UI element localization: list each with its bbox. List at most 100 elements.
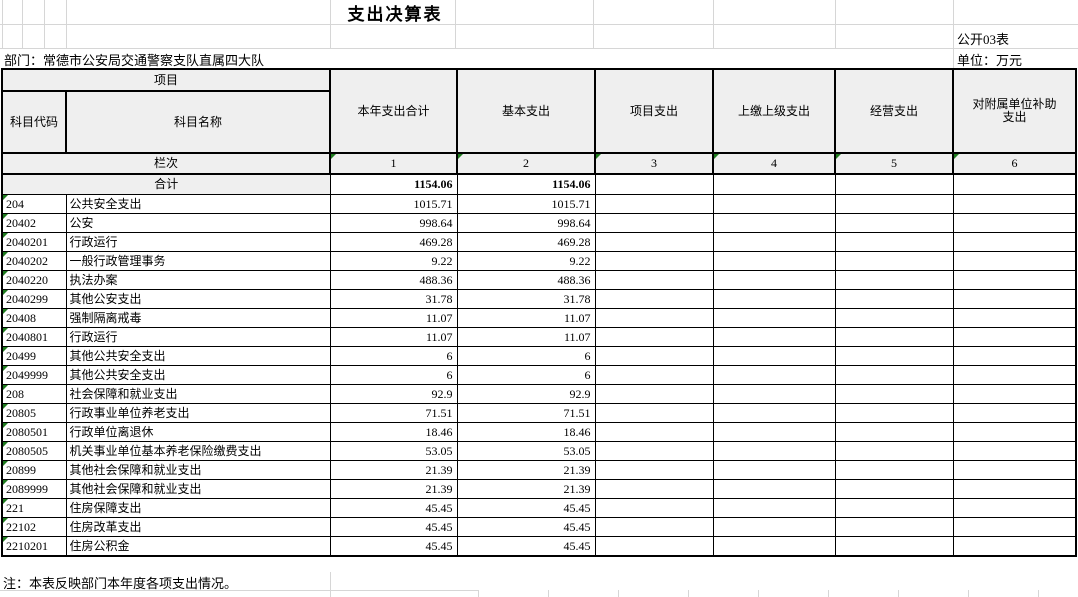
basic-expenditure-cell[interactable]: 18.46: [456, 422, 596, 442]
col-header-basic[interactable]: 基本支出: [456, 68, 597, 154]
subject-name-cell[interactable]: 住房保障支出: [65, 498, 331, 518]
subject-code-cell[interactable]: 2040801: [1, 327, 67, 347]
total-value-cell[interactable]: 1154.06: [456, 173, 596, 195]
operating-expenditure-cell[interactable]: [834, 479, 954, 499]
subject-name-cell[interactable]: 机关事业单位基本养老保险缴费支出: [65, 441, 331, 461]
subject-code-cell[interactable]: 20899: [1, 460, 67, 480]
operating-expenditure-cell[interactable]: [834, 327, 954, 347]
subject-code-cell[interactable]: 2080501: [1, 422, 67, 442]
project-expenditure-cell[interactable]: [594, 251, 714, 271]
total-value-cell[interactable]: [834, 173, 954, 195]
operating-expenditure-cell[interactable]: [834, 517, 954, 537]
subsidy-expenditure-cell[interactable]: [952, 460, 1077, 480]
operating-expenditure-cell[interactable]: [834, 441, 954, 461]
col-header-subject-name[interactable]: 科目名称: [64, 90, 332, 154]
subsidy-expenditure-cell[interactable]: [952, 365, 1077, 385]
project-expenditure-cell[interactable]: [594, 194, 714, 214]
subsidy-expenditure-cell[interactable]: [952, 403, 1077, 423]
project-expenditure-cell[interactable]: [594, 346, 714, 366]
operating-expenditure-cell[interactable]: [834, 270, 954, 290]
col-header-total[interactable]: 本年支出合计: [329, 68, 459, 154]
subsidy-expenditure-cell[interactable]: [952, 441, 1077, 461]
basic-expenditure-cell[interactable]: 6: [456, 346, 596, 366]
subject-code-cell[interactable]: 22102: [1, 517, 67, 537]
subject-code-cell[interactable]: 2040202: [1, 251, 67, 271]
total-value-cell[interactable]: [594, 173, 714, 195]
subject-code-cell[interactable]: 20408: [1, 308, 67, 328]
upturned-expenditure-cell[interactable]: [712, 308, 836, 328]
basic-expenditure-cell[interactable]: 21.39: [456, 479, 596, 499]
lanci-number-cell[interactable]: 3: [594, 152, 715, 175]
operating-expenditure-cell[interactable]: [834, 194, 954, 214]
subject-name-cell[interactable]: 其他社会保障和就业支出: [65, 460, 331, 480]
subject-name-cell[interactable]: 住房改革支出: [65, 517, 331, 537]
project-expenditure-cell[interactable]: [594, 536, 714, 557]
operating-expenditure-cell[interactable]: [834, 460, 954, 480]
total-expenditure-cell[interactable]: 6: [329, 365, 458, 385]
subject-name-cell[interactable]: 行政单位离退休: [65, 422, 331, 442]
subject-name-cell[interactable]: 强制隔离戒毒: [65, 308, 331, 328]
total-expenditure-cell[interactable]: 18.46: [329, 422, 458, 442]
upturned-expenditure-cell[interactable]: [712, 536, 836, 557]
subject-name-cell[interactable]: 社会保障和就业支出: [65, 384, 331, 404]
total-expenditure-cell[interactable]: 21.39: [329, 479, 458, 499]
project-expenditure-cell[interactable]: [594, 327, 714, 347]
upturned-expenditure-cell[interactable]: [712, 479, 836, 499]
project-expenditure-cell[interactable]: [594, 270, 714, 290]
project-expenditure-cell[interactable]: [594, 403, 714, 423]
subsidy-expenditure-cell[interactable]: [952, 232, 1077, 252]
subject-code-cell[interactable]: 221: [1, 498, 67, 518]
subject-code-cell[interactable]: 20499: [1, 346, 67, 366]
subsidy-expenditure-cell[interactable]: [952, 498, 1077, 518]
operating-expenditure-cell[interactable]: [834, 289, 954, 309]
basic-expenditure-cell[interactable]: 45.45: [456, 498, 596, 518]
operating-expenditure-cell[interactable]: [834, 536, 954, 557]
operating-expenditure-cell[interactable]: [834, 308, 954, 328]
project-expenditure-cell[interactable]: [594, 460, 714, 480]
col-header-operating[interactable]: 经营支出: [834, 68, 955, 154]
basic-expenditure-cell[interactable]: 53.05: [456, 441, 596, 461]
subsidy-expenditure-cell[interactable]: [952, 422, 1077, 442]
subject-code-cell[interactable]: 2080505: [1, 441, 67, 461]
basic-expenditure-cell[interactable]: 31.78: [456, 289, 596, 309]
subject-code-cell[interactable]: 2049999: [1, 365, 67, 385]
lanci-number-cell[interactable]: 1: [329, 152, 459, 175]
operating-expenditure-cell[interactable]: [834, 498, 954, 518]
lanci-number-cell[interactable]: 5: [834, 152, 955, 175]
subsidy-expenditure-cell[interactable]: [952, 346, 1077, 366]
upturned-expenditure-cell[interactable]: [712, 251, 836, 271]
total-expenditure-cell[interactable]: 9.22: [329, 251, 458, 271]
project-expenditure-cell[interactable]: [594, 517, 714, 537]
total-value-cell[interactable]: [952, 173, 1077, 195]
upturned-expenditure-cell[interactable]: [712, 460, 836, 480]
operating-expenditure-cell[interactable]: [834, 346, 954, 366]
subject-code-cell[interactable]: 2040220: [1, 270, 67, 290]
total-expenditure-cell[interactable]: 71.51: [329, 403, 458, 423]
total-expenditure-cell[interactable]: 11.07: [329, 308, 458, 328]
subject-name-cell[interactable]: 公安: [65, 213, 331, 233]
subsidy-expenditure-cell[interactable]: [952, 289, 1077, 309]
project-expenditure-cell[interactable]: [594, 365, 714, 385]
project-expenditure-cell[interactable]: [594, 479, 714, 499]
project-expenditure-cell[interactable]: [594, 232, 714, 252]
operating-expenditure-cell[interactable]: [834, 251, 954, 271]
total-expenditure-cell[interactable]: 11.07: [329, 327, 458, 347]
upturned-expenditure-cell[interactable]: [712, 270, 836, 290]
subject-name-cell[interactable]: 公共安全支出: [65, 194, 331, 214]
upturned-expenditure-cell[interactable]: [712, 232, 836, 252]
subject-code-cell[interactable]: 208: [1, 384, 67, 404]
subject-code-cell[interactable]: 20805: [1, 403, 67, 423]
subject-code-cell[interactable]: 20402: [1, 213, 67, 233]
col-header-upturned[interactable]: 上缴上级支出: [712, 68, 837, 154]
total-value-cell[interactable]: [712, 173, 836, 195]
basic-expenditure-cell[interactable]: 488.36: [456, 270, 596, 290]
project-expenditure-cell[interactable]: [594, 441, 714, 461]
total-expenditure-cell[interactable]: 31.78: [329, 289, 458, 309]
upturned-expenditure-cell[interactable]: [712, 403, 836, 423]
subject-code-cell[interactable]: 204: [1, 194, 67, 214]
subsidy-expenditure-cell[interactable]: [952, 194, 1077, 214]
project-expenditure-cell[interactable]: [594, 384, 714, 404]
subsidy-expenditure-cell[interactable]: [952, 536, 1077, 557]
basic-expenditure-cell[interactable]: 469.28: [456, 232, 596, 252]
upturned-expenditure-cell[interactable]: [712, 517, 836, 537]
